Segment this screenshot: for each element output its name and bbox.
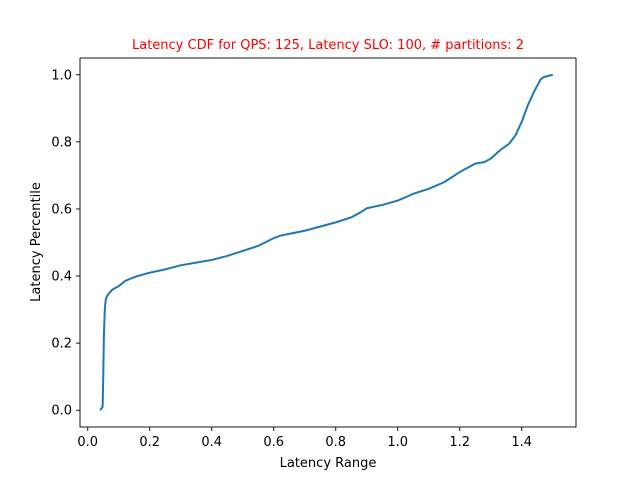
x-tick-label: 0.0 [77, 435, 98, 450]
y-tick-label: 0.2 [51, 337, 72, 352]
axes-frame [79, 57, 577, 428]
x-tick-label: 1.2 [449, 435, 470, 450]
x-axis-ticks: 0.0 0.2 0.4 0.6 0.8 1.0 1.2 1.4 [77, 427, 532, 450]
y-tick-label: 0.4 [51, 270, 72, 285]
y-axis-label: Latency Percentile [29, 182, 44, 302]
x-tick-label: 0.4 [201, 435, 222, 450]
x-axis-label: Latency Range [280, 456, 377, 471]
y-tick-label: 0.8 [51, 135, 72, 150]
x-tick-label: 0.6 [263, 435, 284, 450]
y-axis-ticks: 0.0 0.2 0.4 0.6 0.8 1.0 [51, 68, 80, 419]
y-tick-label: 1.0 [51, 68, 72, 83]
y-tick-label: 0.6 [51, 202, 72, 217]
y-tick-label: 0.0 [51, 404, 72, 419]
chart-title: Latency CDF for QPS: 125, Latency SLO: 1… [132, 38, 524, 53]
x-tick-label: 0.8 [325, 435, 346, 450]
x-tick-label: 1.0 [387, 435, 408, 450]
x-tick-label: 0.2 [139, 435, 160, 450]
x-tick-label: 1.4 [511, 435, 532, 450]
series-line-latency-cdf [99, 73, 553, 411]
